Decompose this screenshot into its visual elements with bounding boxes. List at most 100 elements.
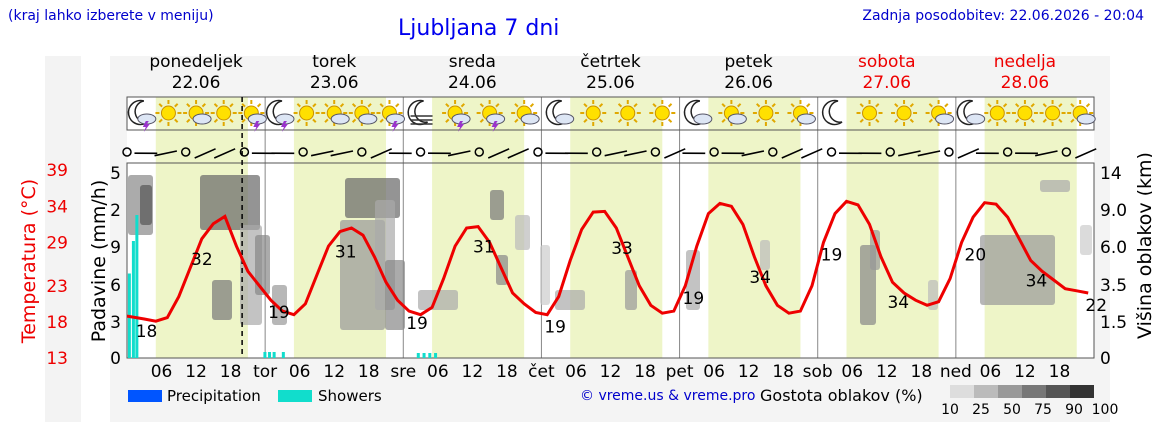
day-name: sobota: [858, 52, 916, 72]
wind-barb-symbol: [682, 152, 706, 155]
showers-bar: [131, 241, 135, 358]
sun-disc: [862, 105, 878, 121]
sun-ray: [324, 103, 329, 108]
wind-barb-symbol: [388, 152, 412, 155]
lightning-shape: [391, 121, 399, 132]
sun-ray: [514, 118, 519, 123]
cloud-density-level: 10: [941, 402, 959, 418]
showers-legend-label: Showers: [318, 387, 382, 405]
sun-ray: [617, 103, 623, 108]
wind-calm-symbol: [415, 147, 426, 157]
showers-bar: [422, 353, 426, 358]
x-tick-label: 18: [772, 362, 794, 382]
sun-ray: [460, 103, 465, 108]
showers-bar: [263, 352, 267, 358]
precipitation-tick: 9: [110, 238, 121, 258]
sun-disc: [585, 105, 601, 121]
sun-ray: [312, 103, 317, 108]
wind-barb-symbol: [545, 152, 569, 155]
wind-calm-symbol: [298, 147, 308, 157]
sun-icon: [891, 100, 918, 126]
precipitation-tick: 5: [110, 164, 121, 184]
sun-ray: [598, 103, 604, 108]
sun-ray: [1070, 118, 1075, 123]
day-name: četrtek: [580, 52, 641, 72]
sun-ray: [771, 118, 776, 123]
wind-barb-symbol: [310, 150, 334, 157]
wind-barb-symbol: [134, 152, 158, 155]
x-tick-label: 06: [427, 362, 449, 382]
cloud-blob: [272, 285, 287, 325]
sun-ray: [158, 103, 163, 108]
cloud-density-swatch: [998, 385, 1022, 398]
sun-ray: [771, 103, 776, 108]
wind-barb-symbol: [604, 150, 628, 157]
sun-thunder-icon: [442, 100, 471, 132]
cloud-blob: [418, 290, 458, 310]
sun-ray: [529, 103, 535, 108]
wind-barb-symbol: [154, 150, 178, 157]
sun-ray: [229, 118, 234, 123]
x-tick-label: 06: [151, 362, 173, 382]
wind-barb-symbol: [781, 148, 803, 159]
cloud-blob: [686, 250, 700, 310]
x-tick-label: 18: [911, 362, 933, 382]
day-name: sreda: [448, 52, 496, 72]
cloud-blob: [760, 240, 770, 270]
temperature-label: 19: [406, 314, 428, 334]
sun-ray: [1042, 103, 1047, 108]
sun-ray: [721, 118, 726, 123]
daylight-band: [708, 97, 801, 358]
sun-icon: [649, 100, 676, 126]
temperature-label: 19: [683, 289, 705, 309]
cloud-shape: [358, 113, 378, 125]
credit-link[interactable]: © vreme.us & vreme.pro: [580, 388, 756, 404]
sun-ray: [379, 118, 384, 123]
cloud-height-tick: 9.0: [1100, 201, 1127, 221]
day-date: 27.06: [862, 73, 912, 93]
sun-cloud-icon: [718, 100, 747, 126]
lightning-shape: [280, 121, 288, 132]
cloud-shape: [192, 113, 212, 125]
wind-barb-symbol: [858, 152, 882, 155]
day-name: nedelja: [993, 52, 1057, 72]
wind-calm-symbol: [1061, 147, 1072, 157]
sun-cloud-icon: [321, 100, 350, 126]
sun-ray: [928, 103, 933, 108]
cloud-height-tick: 1.5: [1100, 313, 1127, 333]
sun-ray: [894, 118, 899, 123]
sun-ray: [617, 118, 623, 123]
sun-ray: [944, 103, 949, 108]
cloud-shape: [966, 113, 986, 125]
sun-ray: [296, 103, 301, 108]
sun-ray: [790, 118, 795, 123]
sun-ray: [445, 118, 450, 123]
sun-icon: [856, 100, 883, 126]
sun-ray: [909, 118, 914, 123]
wind-barb-symbol: [213, 148, 236, 159]
wind-barb-symbol: [721, 152, 745, 155]
sun-thunder-icon: [476, 100, 506, 132]
x-tick-label: čet: [528, 362, 555, 382]
sun-ray: [987, 103, 992, 108]
wind-calm-symbol: [357, 147, 367, 157]
day-date: 23.06: [309, 73, 359, 93]
x-tick-label: 12: [462, 362, 484, 382]
temperature-label: 31: [335, 243, 357, 263]
sun-ray: [633, 118, 638, 123]
sun-ray: [256, 103, 262, 108]
icon-strip: [126, 96, 1095, 131]
sun-cloud-icon: [511, 100, 540, 126]
sun-icon: [293, 100, 320, 126]
day-date: 24.06: [448, 73, 497, 93]
sun-ray: [583, 103, 588, 108]
temperature-tick: 13: [46, 349, 68, 369]
x-tick-label: sob: [803, 362, 833, 382]
sun-disc: [1045, 105, 1061, 121]
wind-calm-symbol: [944, 147, 954, 157]
sun-disc: [160, 105, 176, 121]
cloud-height-tick: 0: [1100, 349, 1111, 369]
wind-calm-symbol: [122, 147, 132, 157]
temperature-axis-label: Temperatura (°C): [18, 178, 40, 344]
sun-ray: [909, 103, 914, 108]
